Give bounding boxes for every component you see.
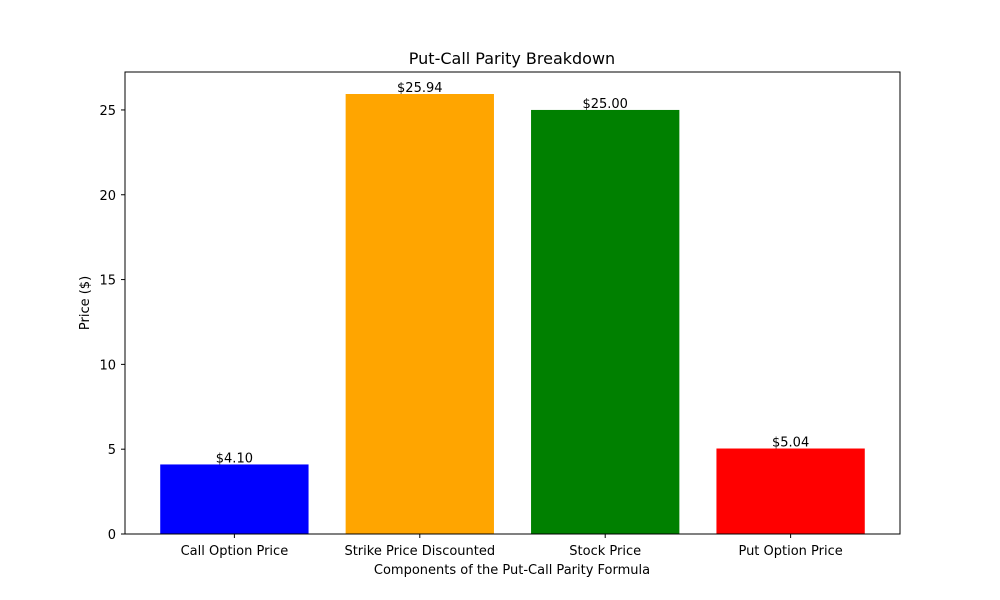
bar-2	[531, 109, 680, 534]
bar-value-label: $4.10	[216, 451, 253, 466]
x-tick-label: Put Option Price	[738, 544, 842, 559]
bar-3	[716, 448, 865, 534]
x-axis-label: Components of the Put-Call Parity Formul…	[374, 563, 650, 578]
y-tick-label: 0	[108, 528, 116, 543]
plot-frame	[124, 71, 901, 535]
y-axis-label: Price ($)	[78, 276, 93, 330]
y-tick-label: 5	[108, 443, 116, 458]
y-tick-label: 20	[99, 189, 116, 204]
y-axis: 0 5 10 15 20 25	[99, 104, 125, 543]
y-tick-label: 15	[99, 274, 116, 289]
x-axis: Call Option Price Strike Price Discounted…	[181, 534, 843, 559]
y-tick-label: 10	[99, 358, 116, 373]
y-tick-label: 25	[99, 104, 116, 119]
x-tick-label: Call Option Price	[181, 544, 289, 559]
bar-value-label: $25.00	[582, 97, 628, 112]
bar-1	[345, 94, 494, 534]
x-tick-label: Strike Price Discounted	[344, 544, 495, 559]
plot-area: $4.10 $25.94 $25.00 $5.04	[160, 81, 865, 534]
bar-0	[160, 464, 309, 534]
x-tick-label: Stock Price	[569, 544, 641, 559]
bar-value-label: $25.94	[397, 81, 443, 96]
bar-value-label: $5.04	[772, 436, 809, 451]
chart-title: Put-Call Parity Breakdown	[409, 49, 615, 68]
